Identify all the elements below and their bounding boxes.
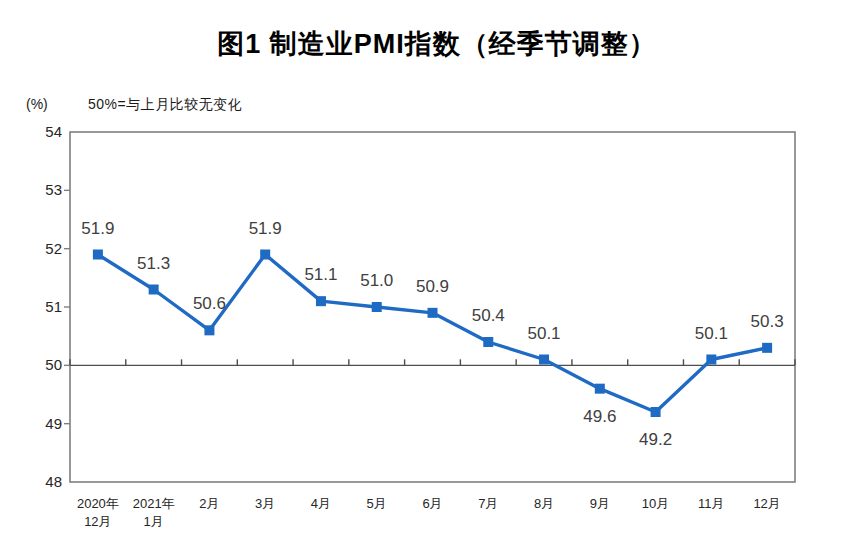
- y-tick-label: 53: [45, 181, 62, 198]
- y-tick-label: 50: [45, 356, 62, 373]
- y-axis-ticks: [64, 190, 70, 423]
- x-tick-label: 8月: [534, 496, 554, 511]
- y-tick-label: 49: [45, 415, 62, 432]
- data-point-marker: [316, 296, 326, 306]
- data-point-label: 51.0: [360, 271, 393, 290]
- x-tick-label: 6月: [422, 496, 442, 511]
- x-tick-label: 5月: [367, 496, 387, 511]
- x-tick-label: 2020年: [77, 496, 119, 511]
- x-tick-label-line2: 12月: [84, 514, 111, 529]
- x-tick-label: 10月: [642, 496, 669, 511]
- data-point-label: 51.9: [249, 219, 282, 238]
- data-point-marker: [428, 308, 438, 318]
- data-point-marker: [260, 250, 270, 260]
- data-point-label: 51.1: [304, 265, 337, 284]
- series-group: [93, 250, 772, 418]
- x-tick-label: 2021年: [133, 496, 175, 511]
- reference-line-group: [70, 359, 795, 365]
- y-axis-labels: 48 49 50 51 52 53 54: [45, 123, 62, 490]
- data-point-marker: [93, 250, 103, 260]
- data-point-label: 51.9: [81, 219, 114, 238]
- data-point-label: 49.2: [639, 430, 672, 449]
- x-tick-label: 12月: [753, 496, 780, 511]
- data-point-marker: [706, 355, 716, 365]
- x-tick-label: 3月: [255, 496, 275, 511]
- data-point-label: 50.6: [193, 294, 226, 313]
- x-tick-label: 11月: [698, 496, 725, 511]
- x-tick-label-line2: 1月: [144, 514, 164, 529]
- x-tick-label: 7月: [478, 496, 498, 511]
- data-point-label: 51.3: [137, 254, 170, 273]
- y-tick-label: 48: [45, 473, 62, 490]
- y-tick-label: 51: [45, 298, 62, 315]
- x-tick-label: 2月: [199, 496, 219, 511]
- y-tick-label: 52: [45, 240, 62, 257]
- data-labels: 51.9 51.3 50.6 51.9 51.1 51.0 50.9 50.4 50.1 49.6…: [81, 219, 783, 450]
- data-point-marker: [372, 302, 382, 312]
- data-point-marker: [539, 355, 549, 365]
- pmi-chart-page: { "chart_data": { "type": "line", "title…: [0, 0, 848, 559]
- data-point-label: 50.9: [416, 277, 449, 296]
- data-point-marker: [595, 384, 605, 394]
- data-point-label: 50.1: [527, 324, 560, 343]
- y-tick-label: 54: [45, 123, 62, 140]
- data-point-marker: [483, 337, 493, 347]
- data-point-label: 50.4: [472, 306, 505, 325]
- data-point-label: 49.6: [583, 407, 616, 426]
- data-point-marker: [204, 325, 214, 335]
- pmi-line-chart: 48495051525354 51.951.350.651.951.151.05…: [0, 0, 848, 559]
- x-tick-label: 4月: [311, 496, 331, 511]
- data-point-marker: [762, 343, 772, 353]
- data-point-marker: [651, 407, 661, 417]
- data-point-marker: [149, 285, 159, 295]
- x-tick-label: 9月: [590, 496, 610, 511]
- data-point-label: 50.1: [695, 324, 728, 343]
- x-axis-labels: 2020年 12月 2021年 1月 2月 3月 4月 5月 6月 7月 8月 9月 10月 11月 12月: [77, 496, 781, 529]
- data-point-label: 50.3: [751, 312, 784, 331]
